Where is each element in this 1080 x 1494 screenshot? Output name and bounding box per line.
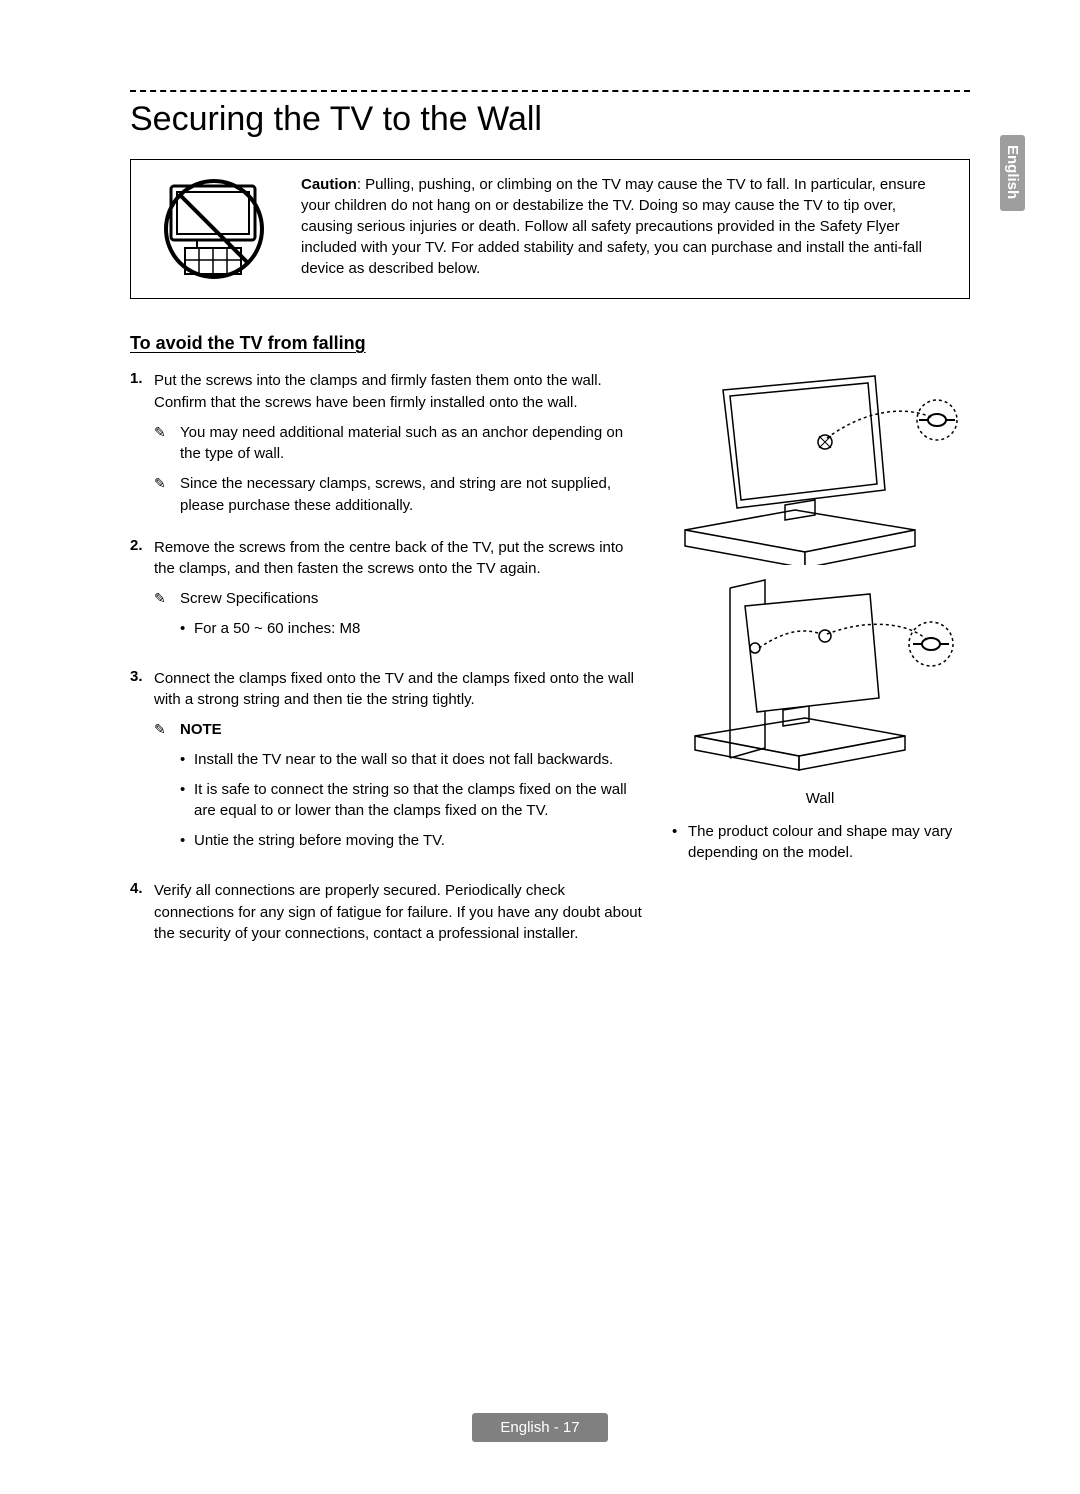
note-heading: NOTE: [180, 721, 222, 738]
step-text: Put the screws into the clamps and firml…: [154, 372, 602, 411]
step-text: Verify all connections are properly secu…: [154, 882, 642, 943]
step-3-bullet-1: Install the TV near to the wall so that …: [180, 749, 646, 771]
step-1-note-2: ✎Since the necessary clamps, screws, and…: [154, 473, 646, 517]
steps-column: 1. Put the screws into the clamps and fi…: [130, 370, 646, 957]
note-icon: ✎: [154, 588, 180, 648]
caution-text: Caution: Pulling, pushing, or climbing o…: [301, 174, 951, 279]
caution-label: Caution: [301, 176, 357, 193]
step-2-spec: ✎ Screw Specifications For a 50 ~ 60 inc…: [154, 588, 646, 648]
step-number: 1.: [130, 370, 154, 525]
note-icon: ✎: [154, 719, 180, 860]
section-subtitle: To avoid the TV from falling: [130, 333, 970, 354]
step-number: 2.: [130, 537, 154, 656]
step-3-note-heading: ✎ NOTE Install the TV near to the wall s…: [154, 719, 646, 860]
diagram-tv-clamp-top: [675, 370, 965, 565]
caution-box: Caution: Pulling, pushing, or climbing o…: [130, 159, 970, 299]
step-3-bullet-3: Untie the string before moving the TV.: [180, 830, 646, 852]
note-text: Since the necessary clamps, screws, and …: [180, 473, 646, 517]
page-title: Securing the TV to the Wall: [130, 100, 970, 139]
note-icon: ✎: [154, 473, 180, 517]
dashed-rule: [130, 90, 970, 92]
step-text: Connect the clamps fixed onto the TV and…: [154, 670, 634, 709]
step-3: 3. Connect the clamps fixed onto the TV …: [130, 668, 646, 868]
wall-label: Wall: [670, 790, 970, 807]
diagram-column: Wall The product colour and shape may va…: [670, 370, 970, 863]
step-3-bullet-2: It is safe to connect the string so that…: [180, 779, 646, 823]
no-tip-icon: [149, 174, 279, 284]
screw-spec: For a 50 ~ 60 inches: M8: [180, 618, 646, 640]
page-footer: English - 17: [0, 1413, 1080, 1442]
step-1: 1. Put the screws into the clamps and fi…: [130, 370, 646, 525]
screw-spec-label: Screw Specifications: [180, 590, 318, 607]
note-icon: ✎: [154, 422, 180, 466]
model-note: The product colour and shape may vary de…: [670, 821, 970, 863]
step-2: 2. Remove the screws from the centre bac…: [130, 537, 646, 656]
footer-page-number: English - 17: [472, 1413, 607, 1442]
step-4: 4. Verify all connections are properly s…: [130, 880, 646, 945]
note-text: You may need additional material such as…: [180, 422, 646, 466]
step-number: 3.: [130, 668, 154, 868]
page: English Securing the TV to the Wall Caut…: [0, 0, 1080, 1494]
step-text: Remove the screws from the centre back o…: [154, 539, 623, 578]
language-tab: English: [1000, 135, 1025, 211]
step-1-note-1: ✎You may need additional material such a…: [154, 422, 646, 466]
step-number: 4.: [130, 880, 154, 945]
content-columns: 1. Put the screws into the clamps and fi…: [130, 370, 970, 957]
diagram-tv-tethered: [675, 578, 965, 773]
caution-body: : Pulling, pushing, or climbing on the T…: [301, 176, 926, 277]
